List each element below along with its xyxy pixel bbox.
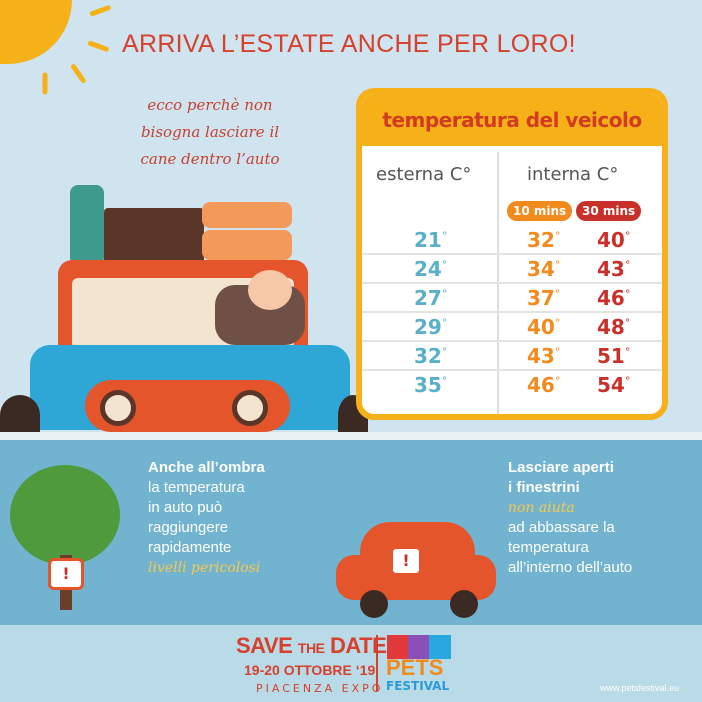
cell-m30: 48° <box>597 315 631 339</box>
cell-ext: 24° <box>414 257 448 281</box>
right-note-line: temperatura <box>508 539 589 556</box>
cell-m10: 37° <box>527 286 561 310</box>
right-note-title: i finestrini <box>508 479 580 496</box>
sun-ray <box>69 63 87 84</box>
luggage <box>202 202 292 228</box>
cell-m30: 51° <box>597 344 631 368</box>
cell-value: 21 <box>414 228 442 252</box>
wheel <box>450 590 478 618</box>
header-internal: interna C° <box>527 164 619 185</box>
driver <box>248 270 292 310</box>
the-text: THE <box>297 640 325 656</box>
cell-m30: 46° <box>597 286 631 310</box>
cell-value: 54 <box>597 373 625 397</box>
sun-ray <box>87 40 110 53</box>
headlight <box>232 390 268 426</box>
table-row: 24° 34° 43° <box>362 255 662 284</box>
luggage <box>70 185 104 265</box>
luggage <box>104 208 204 263</box>
left-note-highlight: livelli pericolosi <box>148 560 261 576</box>
cell-value: 48 <box>597 315 625 339</box>
cell-ext: 35° <box>414 373 448 397</box>
right-note-title: Lasciare aperti <box>508 459 614 476</box>
cell-m30: 40° <box>597 228 631 252</box>
left-note-line: raggiungere <box>148 519 229 536</box>
cell-value: 32 <box>527 228 555 252</box>
ground <box>0 432 702 442</box>
wheel <box>0 395 40 435</box>
luggage <box>202 230 292 260</box>
cell-ext: 29° <box>414 315 448 339</box>
warning-icon: ! <box>48 558 84 590</box>
subtitle: ecco perchè non bisogna lasciare il cane… <box>95 92 325 173</box>
save-text: SAVE <box>236 633 293 658</box>
wheel <box>360 590 388 618</box>
tree-illustration <box>10 465 120 565</box>
footer: SAVE THE DATE 19-20 OTTOBRE ‘19 PIACENZA… <box>0 625 702 702</box>
cell-value: 46 <box>597 286 625 310</box>
event-dates: 19-20 OTTOBRE ‘19 <box>244 662 376 678</box>
cell-value: 51 <box>597 344 625 368</box>
badge-30-mins: 30 mins <box>576 201 642 221</box>
left-note-line: rapidamente <box>148 539 232 556</box>
cell-value: 35 <box>414 373 442 397</box>
cell-value: 24 <box>414 257 442 281</box>
left-note: Anche all’ombra la temperatura in auto p… <box>148 458 328 578</box>
header-external: esterna C° <box>376 164 472 185</box>
table-row: 29° 40° 48° <box>362 313 662 342</box>
table-row: 32° 43° 51° <box>362 342 662 371</box>
headlight <box>100 390 136 426</box>
cell-value: 43 <box>527 344 555 368</box>
right-note-line: all’interno dell’auto <box>508 559 633 576</box>
cell-value: 40 <box>527 315 555 339</box>
right-note: Lasciare aperti i finestrini non aiuta a… <box>508 458 693 578</box>
table-heading: temperatura del veicolo <box>362 94 662 146</box>
subtitle-line: cane dentro l’auto <box>140 150 280 168</box>
table-row: 27° 37° 46° <box>362 284 662 313</box>
website-link[interactable]: www.petsfestival.eu <box>600 683 680 693</box>
temperature-table: temperatura del veicolo esterna C° inter… <box>356 88 668 420</box>
cell-m30: 54° <box>597 373 631 397</box>
cell-m10: 43° <box>527 344 561 368</box>
logo-festival: FESTIVAL <box>386 679 450 693</box>
cell-m10: 40° <box>527 315 561 339</box>
table-row: 35° 46° 54° <box>362 371 662 400</box>
cell-value: 27 <box>414 286 442 310</box>
sun-ray <box>89 4 112 17</box>
cell-m10: 46° <box>527 373 561 397</box>
page-title: ARRIVA L’ESTATE ANCHE PER LORO! <box>122 30 576 58</box>
cell-value: 37 <box>527 286 555 310</box>
pets-logo-icons <box>387 635 451 659</box>
cell-ext: 27° <box>414 286 448 310</box>
cell-value: 29 <box>414 315 442 339</box>
event-venue: PIACENZA EXPO <box>256 682 384 695</box>
footer-divider <box>376 635 378 691</box>
logo-pets: PETS <box>386 655 444 680</box>
sun-ray <box>42 72 48 95</box>
cell-value: 40 <box>597 228 625 252</box>
sun-illustration <box>0 0 72 64</box>
right-note-highlight: non aiuta <box>508 500 575 516</box>
cell-ext: 32° <box>414 344 448 368</box>
cell-value: 46 <box>527 373 555 397</box>
cell-value: 43 <box>597 257 625 281</box>
cell-value: 34 <box>527 257 555 281</box>
save-the-date: SAVE THE DATE <box>236 633 387 659</box>
badge-10-mins: 10 mins <box>507 201 573 221</box>
cell-m10: 34° <box>527 257 561 281</box>
right-note-line: ad abbassare la <box>508 519 615 536</box>
left-note-line: in auto può <box>148 499 223 516</box>
cell-m30: 43° <box>597 257 631 281</box>
info-band: ! Anche all’ombra la temperatura in auto… <box>0 440 702 625</box>
left-note-title: Anche all’ombra <box>148 459 265 476</box>
subtitle-line: bisogna lasciare il <box>140 123 280 141</box>
cell-value: 32 <box>414 344 442 368</box>
left-note-line: la temperatura <box>148 479 245 496</box>
cell-ext: 21° <box>414 228 448 252</box>
table-row: 21° 32° 40° <box>362 226 662 255</box>
cell-m10: 32° <box>527 228 561 252</box>
warning-icon: ! <box>390 546 422 576</box>
subtitle-line: ecco perchè non <box>147 96 273 114</box>
